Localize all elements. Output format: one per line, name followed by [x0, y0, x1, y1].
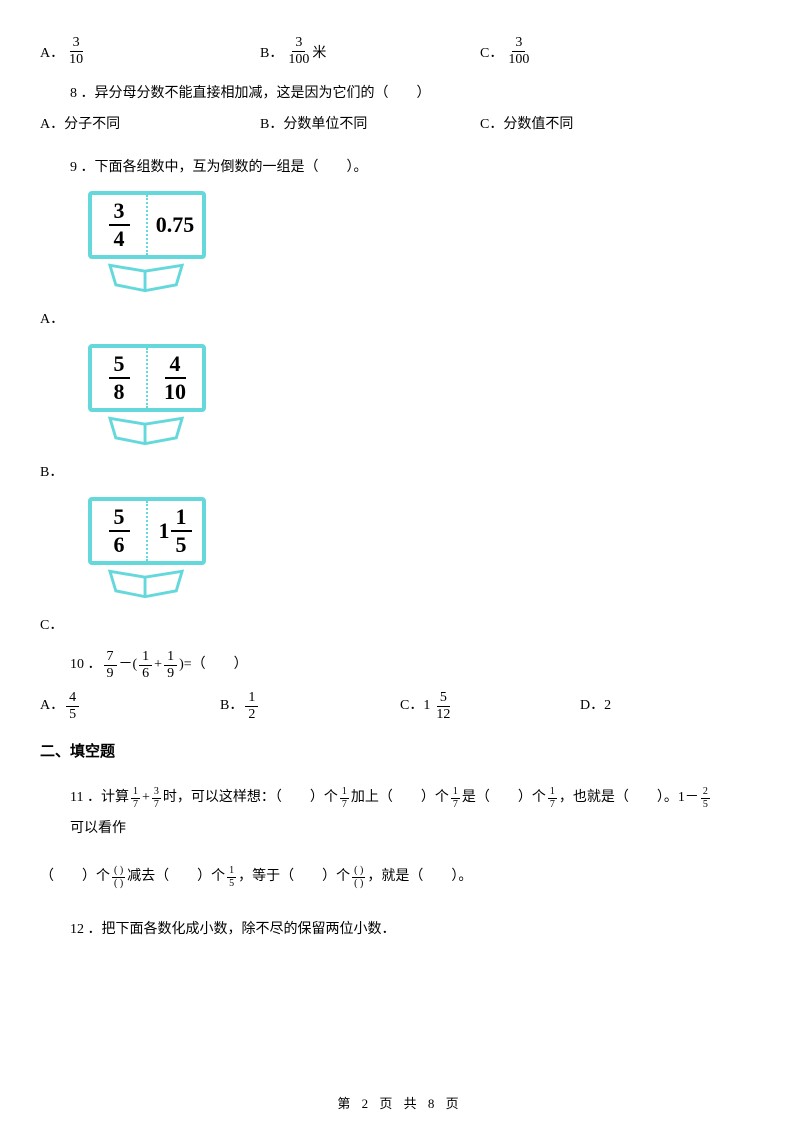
q8-C: C．分数值不同: [480, 110, 573, 141]
q10-A: A． 45: [40, 691, 220, 722]
opt-label: C．: [480, 42, 503, 62]
opt-label: A．: [40, 42, 64, 62]
fraction-sm: 17: [131, 787, 140, 810]
section-fill: 二、填空题: [40, 740, 760, 761]
book-bottom: [108, 569, 186, 599]
fraction-sm: 15: [227, 866, 236, 889]
book-top: 56 1 15: [88, 497, 206, 565]
mixed-number: 1 15: [159, 506, 192, 556]
book-right: 410: [148, 348, 202, 408]
book-right: 0.75: [148, 195, 202, 255]
book-left: 56: [92, 501, 146, 561]
book-left: 58: [92, 348, 146, 408]
q10-options: A． 45 B． 12 C． 1512 D．2: [40, 691, 760, 722]
q9-book-B: 58 410: [80, 344, 220, 454]
fraction-sm: 37: [152, 787, 161, 810]
fraction-sm: 17: [451, 787, 460, 810]
book-bottom: [108, 263, 186, 293]
fraction-sm: ( )( ): [112, 866, 125, 889]
fraction: 3 100: [285, 36, 312, 67]
fraction: 3 100: [505, 36, 532, 67]
unit: 米: [312, 42, 326, 62]
fraction-sm: ( )( ): [352, 866, 365, 889]
q10-D: D．2: [580, 691, 611, 722]
q9-A-label: A．: [40, 305, 760, 336]
q7-optA: A． 3 10: [40, 36, 260, 67]
q12-text: 12 ．把下面各数化成小数，除不尽的保留两位小数．: [70, 915, 760, 946]
book-left: 34: [92, 195, 146, 255]
q7-options: A． 3 10 B． 3 100 米 C． 3 100: [40, 36, 760, 67]
q8-text: 8 ．异分母分数不能直接相加减，这是因为它们的（ ）: [70, 79, 760, 110]
q9-text: 9 ．下面各组数中，互为倒数的一组是（ ）。: [70, 153, 760, 184]
q10-expr: 10 ． 79 －( 16 + 19 ) =（ ）: [70, 650, 760, 681]
q10-C: C． 1512: [400, 691, 580, 722]
book-bottom: [108, 416, 186, 446]
q8-B: B．分数单位不同: [260, 110, 480, 141]
book-right: 1 15: [148, 501, 202, 561]
fraction-sm: 25: [701, 787, 710, 810]
q7-optC: C． 3 100: [480, 36, 534, 67]
fraction-sm: 17: [548, 787, 557, 810]
q9-book-C: 56 1 15: [80, 497, 220, 607]
page-footer: 第 2 页 共 8 页: [0, 1093, 800, 1112]
fraction: 79: [104, 650, 117, 681]
opt-label: B．: [260, 42, 283, 62]
fraction: 3 10: [66, 36, 86, 67]
fraction-sm: 17: [340, 787, 349, 810]
book-top: 58 410: [88, 344, 206, 412]
exam-page: A． 3 10 B． 3 100 米 C． 3 100 8 ．异分母分数不能直接…: [0, 0, 800, 1132]
book-top: 34 0.75: [88, 191, 206, 259]
q10-B: B． 12: [220, 691, 400, 722]
fraction: 16: [139, 650, 152, 681]
q9-C-label: C．: [40, 611, 760, 642]
q8-options: A．分子不同 B．分数单位不同 C．分数值不同: [40, 110, 760, 141]
q9-book-A: 34 0.75: [80, 191, 220, 301]
q11-line2: （ ）个 ( )( ) 减去（ ）个 15 ，等于（ ）个 ( )( ) ，就是…: [40, 862, 760, 893]
q11-line1: 11 ．计算 17 + 37 时，可以这样想：（ ）个 17 加上（ ）个 17…: [70, 783, 760, 845]
q9-B-label: B．: [40, 458, 760, 489]
fraction: 19: [164, 650, 177, 681]
q8-A: A．分子不同: [40, 110, 260, 141]
q7-optB: B． 3 100 米: [260, 36, 480, 67]
